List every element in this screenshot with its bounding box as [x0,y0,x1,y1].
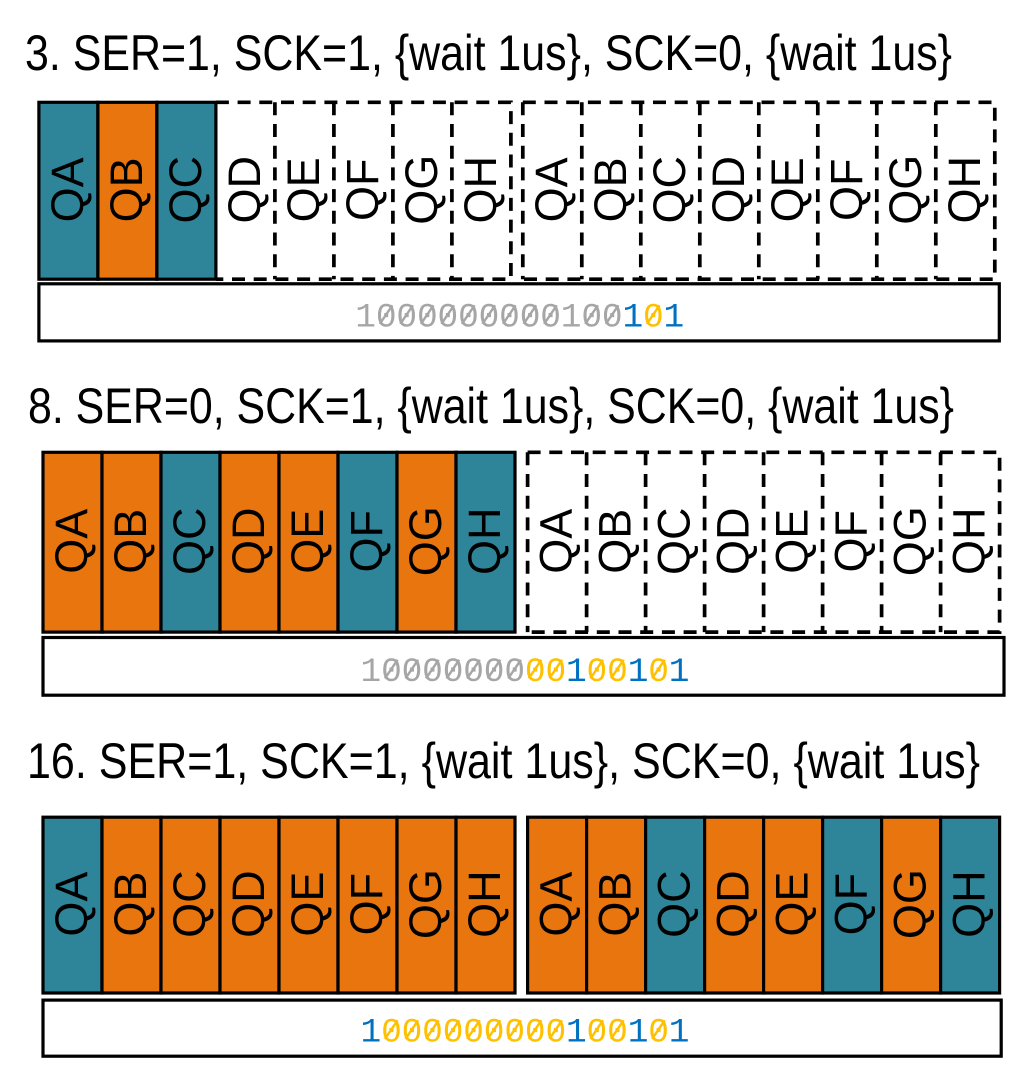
svg-text:1: 1 [361,1014,382,1053]
svg-text:1: 1 [669,653,690,692]
svg-text:QC: QC [160,156,211,224]
svg-text:QD: QD [223,870,274,938]
svg-text:QA: QA [531,509,582,574]
svg-text:QC: QC [649,507,700,575]
svg-text:0: 0 [546,1014,567,1053]
svg-text:QH: QH [944,870,995,938]
svg-text:QA: QA [46,872,97,937]
svg-text:0: 0 [581,299,602,338]
svg-text:QE: QE [282,872,333,937]
svg-text:QF: QF [337,159,388,222]
svg-text:0: 0 [422,1014,443,1053]
svg-text:0: 0 [587,1014,608,1053]
svg-text:QC: QC [164,507,215,575]
svg-text:QH: QH [455,156,506,224]
svg-text:0: 0 [479,299,500,338]
svg-text:0: 0 [504,653,525,692]
svg-text:0: 0 [504,1014,525,1053]
svg-text:1: 1 [566,1014,587,1053]
svg-text:QD: QD [219,156,270,224]
svg-text:0: 0 [520,299,541,338]
svg-text:QH: QH [939,156,990,224]
svg-text:0: 0 [484,653,505,692]
svg-text:QB: QB [590,509,641,574]
svg-text:QB: QB [101,157,152,222]
svg-text:QB: QB [105,872,156,937]
svg-text:QA: QA [526,157,577,222]
svg-text:QH: QH [459,870,510,938]
svg-text:0: 0 [587,653,608,692]
svg-text:QC: QC [164,870,215,938]
svg-text:0: 0 [484,1014,505,1053]
svg-text:1: 1 [561,299,582,338]
svg-text:8. SER=0, SCK=1, {wait 1us}, S: 8. SER=0, SCK=1, {wait 1us}, SCK=0, {wai… [28,378,954,434]
svg-text:QB: QB [585,157,636,222]
svg-text:QG: QG [885,869,936,939]
svg-text:0: 0 [463,1014,484,1053]
svg-text:QG: QG [400,869,451,939]
svg-text:QA: QA [531,872,582,937]
svg-text:0: 0 [607,1014,628,1053]
svg-text:QE: QE [767,872,818,937]
svg-text:QF: QF [341,873,392,936]
svg-text:QC: QC [649,870,700,938]
svg-text:0: 0 [417,299,438,338]
svg-text:QD: QD [703,156,754,224]
svg-text:QE: QE [278,157,329,222]
svg-text:0: 0 [376,299,397,338]
svg-text:0: 0 [458,299,479,338]
svg-text:0: 0 [422,653,443,692]
svg-text:QA: QA [46,509,97,574]
svg-text:QE: QE [282,509,333,574]
svg-text:QG: QG [400,506,451,576]
svg-text:QB: QB [105,509,156,574]
svg-text:QD: QD [708,870,759,938]
svg-text:QD: QD [223,507,274,575]
svg-text:QB: QB [590,872,641,937]
svg-text:QF: QF [821,159,872,222]
svg-text:0: 0 [525,1014,546,1053]
svg-text:1: 1 [628,1014,649,1053]
svg-text:QE: QE [767,509,818,574]
svg-text:0: 0 [546,653,567,692]
svg-text:QF: QF [826,873,877,936]
svg-text:QD: QD [708,507,759,575]
svg-text:0: 0 [402,1014,423,1053]
svg-text:0: 0 [381,653,402,692]
svg-text:0: 0 [381,1014,402,1053]
svg-text:0: 0 [396,299,417,338]
svg-text:QC: QC [644,156,695,224]
svg-text:QA: QA [42,157,93,222]
svg-text:1: 1 [669,1014,690,1053]
svg-text:16. SER=1, SCK=1, {wait 1us},: 16. SER=1, SCK=1, {wait 1us}, SCK=0, {wa… [27,733,980,789]
svg-text:QH: QH [459,507,510,575]
svg-text:0: 0 [463,653,484,692]
svg-text:0: 0 [525,653,546,692]
svg-text:0: 0 [438,299,459,338]
svg-text:QG: QG [396,155,447,225]
svg-text:QG: QG [885,506,936,576]
svg-text:0: 0 [648,653,669,692]
svg-text:0: 0 [607,653,628,692]
svg-text:0: 0 [499,299,520,338]
svg-text:QF: QF [341,510,392,573]
svg-text:QG: QG [880,155,931,225]
svg-text:1: 1 [628,653,649,692]
svg-text:0: 0 [648,1014,669,1053]
svg-text:QE: QE [762,157,813,222]
svg-text:1: 1 [623,299,644,338]
svg-text:1: 1 [566,653,587,692]
svg-text:0: 0 [402,653,423,692]
svg-text:1: 1 [355,299,376,338]
svg-text:QF: QF [826,510,877,573]
svg-text:QH: QH [944,507,995,575]
svg-text:0: 0 [443,1014,464,1053]
svg-text:0: 0 [540,299,561,338]
svg-text:1: 1 [664,299,685,338]
svg-text:0: 0 [443,653,464,692]
svg-text:0: 0 [643,299,664,338]
svg-text:1: 1 [361,653,382,692]
svg-text:0: 0 [602,299,623,338]
svg-text:3. SER=1, SCK=1, {wait 1us}, S: 3. SER=1, SCK=1, {wait 1us}, SCK=0, {wai… [25,25,952,81]
